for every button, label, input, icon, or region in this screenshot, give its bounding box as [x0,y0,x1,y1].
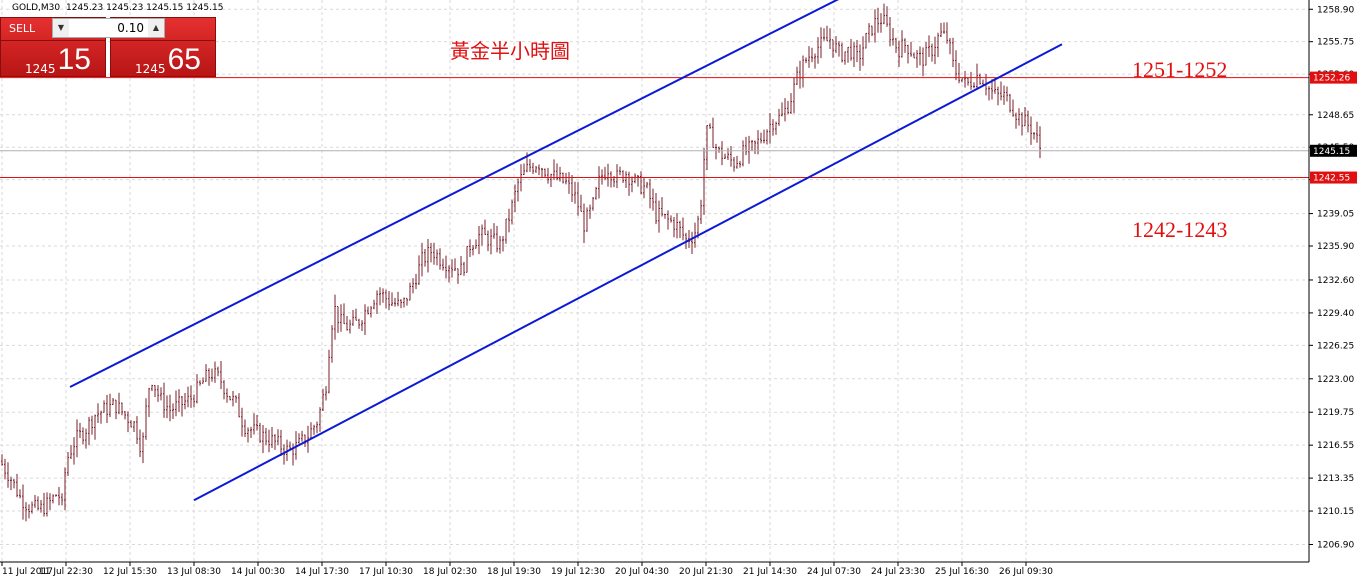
y-tick-label: 1239.05 [1317,210,1354,220]
y-tick-label: 1210.15 [1317,507,1354,517]
x-tick-label: 24 Jul 07:30 [807,567,861,577]
chart-title-annotation: 黃金半小時圖 [450,39,570,63]
chevron-down-icon[interactable]: ▼ [53,19,69,37]
candles [1,3,1041,522]
lower-zone-annotation: 1242-1243 [1132,217,1227,242]
chevron-up-icon[interactable]: ▲ [148,19,164,37]
chart-header-symbol: GOLD,M30 [12,3,60,13]
y-tick-label: 1213.35 [1317,474,1354,484]
current-price-label: 1245.15 [1313,147,1350,157]
buy-price-small: 1245 [135,62,166,76]
x-tick-label: 12 Jul 15:30 [103,567,157,577]
y-tick-label: 1206.90 [1317,541,1354,551]
x-tick-label: 19 Jul 12:30 [551,567,605,577]
x-tick-label: 26 Jul 09:30 [999,567,1053,577]
y-tick-label: 1255.75 [1317,38,1354,48]
x-tick-label: 14 Jul 17:30 [295,567,349,577]
y-tick-label: 1235.90 [1317,242,1354,252]
sell-price-small: 1245 [25,62,56,76]
x-tick-label: 11 Jul 22:30 [39,567,93,577]
chart-grid [0,0,1309,562]
x-tick-label: 21 Jul 14:30 [743,567,797,577]
price-axis: 1258.901255.751252.601248.651245.501242.… [1309,5,1357,551]
x-tick-label: 17 Jul 10:30 [359,567,413,577]
y-tick-label: 1226.25 [1317,341,1354,351]
level-lines [0,77,1309,179]
level-price-tag [1310,71,1357,84]
one-click-trade-panel: SELL 1245 15 BUY 1245 65 ▼ 0.10 ▲ [0,17,217,77]
y-tick-label: 1216.55 [1317,441,1354,451]
x-tick-label: 20 Jul 21:30 [679,567,733,577]
channel-line-lower [193,43,1063,502]
level-price-label: 1242.55 [1313,174,1350,184]
y-tick-label: 1258.90 [1317,5,1354,15]
y-tick-label: 1223.00 [1317,375,1354,385]
y-tick-label: 1229.40 [1317,309,1354,319]
y-tick-label: 1219.75 [1317,408,1354,418]
y-tick-label: 1248.65 [1317,111,1354,121]
x-tick-label: 14 Jul 00:30 [231,567,285,577]
sell-label: SELL [1,18,105,41]
level-price-tag [1310,171,1357,184]
upper-zone-annotation: 1251-1252 [1132,57,1227,82]
lot-size-value: 0.10 [117,21,144,35]
y-tick-label: 1232.60 [1317,276,1354,286]
chart-header-quote: 1245.23 1245.23 1245.15 1245.15 [66,3,223,13]
x-tick-label: 18 Jul 19:30 [487,567,541,577]
x-tick-label: 24 Jul 23:30 [871,567,925,577]
x-tick-label: 25 Jul 16:30 [935,567,989,577]
channel-line-upper [69,0,839,388]
level-price-label: 1252.26 [1313,74,1350,84]
x-tick-label: 13 Jul 08:30 [167,567,221,577]
lot-size-stepper[interactable]: ▼ 0.10 ▲ [52,18,165,38]
current-price-tag [1310,144,1357,157]
x-tick-label: 11 Jul 2017 [2,567,53,577]
x-tick-label: 20 Jul 04:30 [615,567,669,577]
buy-price-big: 65 [167,43,201,76]
channel-lines [69,0,1063,502]
sell-price-big: 15 [57,43,91,76]
x-tick-label: 18 Jul 02:30 [423,567,477,577]
